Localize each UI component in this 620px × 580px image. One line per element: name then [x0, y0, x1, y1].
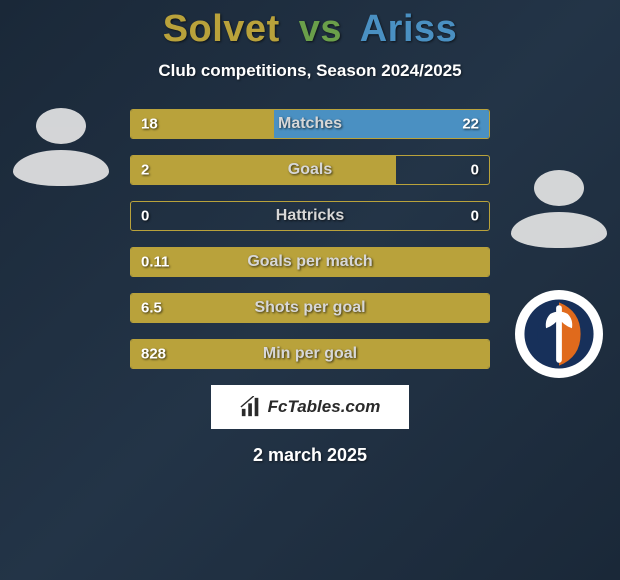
bar-value-left: 828	[141, 346, 166, 363]
stat-bar-row: Goals per match 0.11	[130, 247, 490, 277]
season-subtitle: Club competitions, Season 2024/2025	[0, 61, 620, 81]
stat-bar-row: Hattricks 0 0	[130, 201, 490, 231]
silhouette-icon	[504, 170, 614, 280]
bar-value-left: 2	[141, 162, 149, 179]
bar-metric-label: Matches	[278, 115, 342, 133]
player1-name: Solvet	[163, 8, 280, 50]
player2-avatar	[504, 170, 614, 280]
comparison-title: Solvet vs Ariss	[0, 0, 620, 51]
bar-value-right: 0	[471, 162, 479, 179]
bar-metric-label: Goals per match	[247, 253, 372, 271]
bars-chart-icon	[240, 396, 262, 418]
bar-value-right: 0	[471, 208, 479, 225]
stats-bars: Matches 18 22 Goals 2 0 Hattricks 0 0 Goals per m…	[130, 109, 490, 369]
bar-fill-left	[131, 156, 396, 184]
bar-value-left: 0	[141, 208, 149, 225]
brand-text: FcTables.com	[268, 397, 381, 417]
club-badge-icon	[515, 290, 603, 378]
bar-metric-label: Min per goal	[263, 345, 357, 363]
vs-separator: vs	[299, 8, 342, 50]
bar-value-left: 6.5	[141, 300, 162, 317]
bar-value-left: 0.11	[141, 254, 169, 271]
stat-bar-row: Shots per goal 6.5	[130, 293, 490, 323]
bar-metric-label: Hattricks	[276, 207, 344, 225]
player2-name: Ariss	[360, 8, 458, 50]
infographic-date: 2 march 2025	[0, 445, 620, 466]
bar-metric-label: Shots per goal	[254, 299, 365, 317]
stat-bar-row: Min per goal 828	[130, 339, 490, 369]
bar-metric-label: Goals	[288, 161, 332, 179]
stat-bar-row: Matches 18 22	[130, 109, 490, 139]
bar-value-left: 18	[141, 116, 158, 133]
stat-bar-row: Goals 2 0	[130, 155, 490, 185]
brand-watermark: FcTables.com	[211, 385, 409, 429]
silhouette-icon	[6, 108, 116, 218]
player1-avatar	[6, 108, 116, 218]
bar-value-right: 22	[462, 116, 479, 133]
